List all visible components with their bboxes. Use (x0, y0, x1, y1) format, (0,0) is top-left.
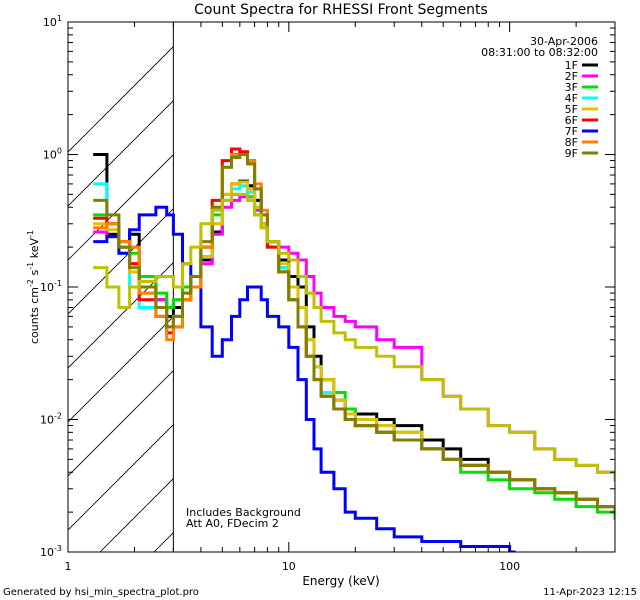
y-axis-label-suffix: keV (28, 238, 41, 262)
hatch-line (68, 262, 174, 369)
series-line-3f (93, 192, 615, 520)
x-axis-ticks: 1 10 100 (65, 22, 616, 573)
hatch-line (478, 0, 640, 552)
y-axis-label: counts cm-2 s-1 keV-1 (26, 230, 41, 344)
series-line-8f (93, 153, 615, 514)
annotation-note-background: Includes Background (186, 506, 301, 519)
legend-label: 5F (565, 103, 578, 116)
hatch-line (532, 0, 640, 552)
annotation-time: 08:31:00 to 08:32:00 (481, 46, 598, 59)
y-axis-label-exp2: -1 (26, 262, 35, 270)
y-tick-label: 10-1 (40, 279, 62, 294)
hatch-line (370, 0, 640, 552)
x-tick-label: 100 (499, 560, 520, 573)
legend-label: 3F (565, 81, 578, 94)
legend-label: 9F (565, 147, 578, 160)
hatch-line (68, 46, 174, 153)
legend-label: 8F (565, 136, 578, 149)
chart-title: Count Spectra for RHESSI Front Segments (194, 2, 488, 18)
y-axis-label-mid: s (28, 269, 41, 278)
legend-label: 2F (565, 70, 578, 83)
legend-label: 4F (565, 92, 578, 105)
hatch-line (68, 370, 174, 477)
y-axis-label-prefix: counts cm (28, 287, 41, 344)
series-line-9f (93, 153, 615, 514)
y-tick-label: 10-2 (40, 412, 62, 427)
legend-label: 6F (565, 114, 578, 127)
x-tick-label: 10 (282, 560, 296, 573)
y-axis-label-exp3: -1 (26, 230, 35, 238)
series-layer (93, 147, 615, 552)
hatch-line (68, 424, 174, 531)
y-axis-ticks: 10-3 10-2 10-1 100 101 (40, 14, 615, 559)
y-tick-label: 101 (43, 14, 62, 29)
hatch-line (316, 0, 640, 552)
hatch-line (262, 0, 640, 552)
y-tick-label: 10-3 (40, 544, 62, 559)
annotation-note-attenuator: Att A0, FDecim 2 (186, 517, 279, 530)
y-axis-label-exp1: -2 (26, 279, 35, 287)
hatch-line (68, 316, 174, 423)
x-tick-label: 1 (65, 560, 72, 573)
hatch-line (68, 208, 174, 315)
annotation-date: 30-Apr-2006 (530, 35, 598, 48)
footer-generated-by: Generated by hsi_min_spectra_plot.pro (3, 587, 199, 598)
hatch-line (424, 0, 640, 552)
hatch-line (586, 0, 640, 552)
hatch-line (68, 154, 174, 261)
series-line-7f (93, 205, 516, 552)
x-axis-label: Energy (keV) (302, 574, 379, 588)
y-tick-label: 100 (43, 147, 62, 162)
legend-label: 1F (565, 59, 578, 72)
legend-label: 7F (565, 125, 578, 138)
series-line-yellow-green (93, 192, 615, 482)
footer-timestamp: 11-Apr-2023 12:15 (543, 587, 637, 598)
